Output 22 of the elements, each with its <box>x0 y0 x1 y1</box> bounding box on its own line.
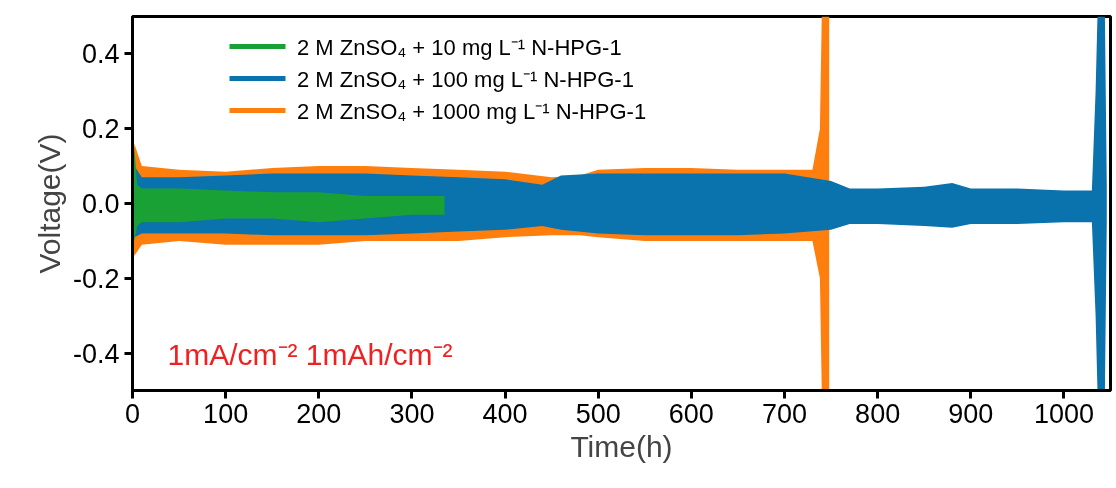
y-tick-label: 0.0 <box>81 189 120 219</box>
x-tick-label: 800 <box>855 398 901 429</box>
x-tick-label: 500 <box>575 398 621 429</box>
y-axis-title: Voltage(V) <box>32 133 66 274</box>
x-tick-label: 700 <box>761 398 808 429</box>
x-tick-label: 300 <box>389 398 435 429</box>
x-tick-label: 600 <box>668 398 714 429</box>
y-tick-label: -0.4 <box>72 338 120 369</box>
x-tick-label: 200 <box>296 398 342 429</box>
x-tick-label: 400 <box>482 398 528 429</box>
legend-label: 2 M ZnSO₄ + 100 mg L⁻¹ N-HPG-1 <box>297 66 634 93</box>
legend-label: 2 M ZnSO₄ + 1000 mg L⁻¹ N-HPG-1 <box>297 98 647 125</box>
y-tick-label: -0.2 <box>72 263 120 294</box>
x-tick-label: 900 <box>948 398 994 429</box>
legend-label: 2 M ZnSO₄ + 10 mg L⁻¹ N-HPG-1 <box>297 34 622 61</box>
y-tick-label: 0.4 <box>81 39 120 70</box>
annotation: 1mA/cm⁻² 1mAh/cm⁻² <box>167 337 453 371</box>
x-axis-title: Time(h) <box>570 429 673 463</box>
x-tick-label: 0 <box>124 398 141 429</box>
x-tick-label: 100 <box>203 398 249 429</box>
y-tick-label: 0.2 <box>81 114 120 145</box>
x-tick-label: 1000 <box>1033 398 1094 429</box>
